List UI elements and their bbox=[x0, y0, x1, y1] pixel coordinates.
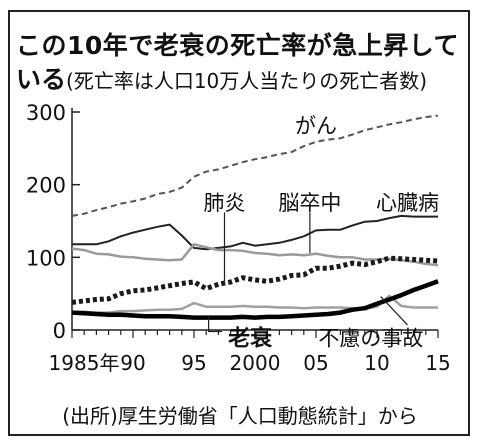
leader-senility bbox=[208, 316, 223, 333]
series-line-3 bbox=[71, 255, 439, 305]
series-line-1 bbox=[72, 214, 438, 251]
x-tick-label: 95 bbox=[181, 351, 206, 375]
series-line-2 bbox=[71, 243, 439, 267]
x-tick-label: 15 bbox=[425, 351, 450, 375]
series-label-2: 脳卒中 bbox=[278, 191, 341, 215]
source-note: (出所)厚生労働省「人口動態統計」から bbox=[62, 404, 418, 428]
x-tick-label: 10 bbox=[364, 351, 389, 375]
series-line-0 bbox=[71, 114, 439, 217]
series-label-5: 不慮の事故 bbox=[318, 326, 423, 350]
series-label-1: 肺炎 bbox=[204, 191, 246, 215]
y-tick-label: 0 bbox=[53, 319, 66, 343]
y-tick-label: 200 bbox=[26, 174, 66, 198]
figure-frame bbox=[8, 10, 470, 436]
chart-subtitle: (死亡率は人口10万人当たりの死亡者数) bbox=[66, 69, 428, 93]
chart-title-line2: いる(死亡率は人口10万人当たりの死亡者数) bbox=[16, 60, 427, 96]
y-tick-label: 300 bbox=[26, 101, 66, 125]
y-tick-label: 100 bbox=[26, 246, 66, 270]
series-line-5 bbox=[71, 279, 439, 320]
x-tick-label: 90 bbox=[120, 351, 145, 375]
leader-accident bbox=[380, 296, 408, 326]
series-label-0: がん bbox=[295, 114, 337, 138]
x-tick-label: 2000 bbox=[230, 351, 281, 375]
series-label-3: 心臓病 bbox=[376, 191, 439, 215]
series-label-4: 老衰 bbox=[227, 325, 273, 351]
chart-title-line1: この10年で老衰の死亡率が急上昇して bbox=[16, 31, 460, 60]
series-line-4 bbox=[72, 294, 438, 314]
x-tick-label: 05 bbox=[303, 351, 328, 375]
chart-title-line2-text: いる bbox=[16, 65, 67, 94]
x-tick-label: 1985年 bbox=[49, 351, 120, 375]
